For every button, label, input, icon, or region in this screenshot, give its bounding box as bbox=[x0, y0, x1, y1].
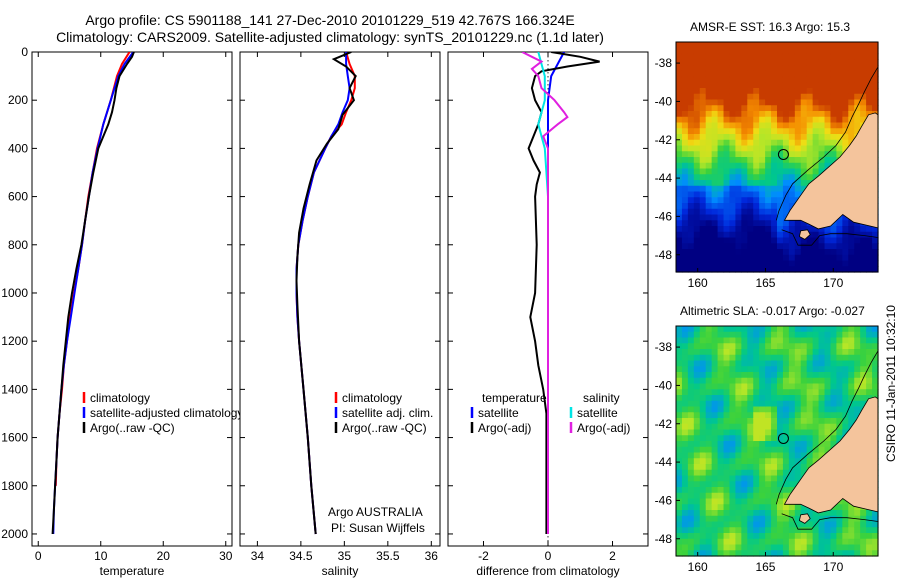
series-line-argo-adj- bbox=[521, 52, 569, 534]
map-frame bbox=[675, 325, 879, 557]
sla-field bbox=[676, 326, 879, 557]
y-tick-label: 1400 bbox=[1, 382, 28, 396]
x-tick-label: 35.5 bbox=[376, 549, 400, 563]
map-frame bbox=[675, 41, 879, 273]
lat-tick-label: -44 bbox=[655, 455, 673, 469]
x-tick-label: 0 bbox=[35, 549, 42, 563]
sla-map-title: Altimetric SLA: -0.017 Argo: -0.027 bbox=[680, 304, 865, 318]
x-tick-label: 10 bbox=[94, 549, 108, 563]
y-tick-label: 400 bbox=[8, 141, 28, 155]
lat-tick-label: -40 bbox=[655, 378, 673, 392]
lat-tick-label: -46 bbox=[655, 493, 673, 507]
series-line-argo-raw-qc- bbox=[51, 52, 135, 535]
new-zealand-land bbox=[783, 112, 879, 230]
lon-tick-label: 170 bbox=[823, 560, 843, 574]
x-tick-label: -2 bbox=[478, 549, 489, 563]
x-tick-label: 34 bbox=[251, 549, 265, 563]
plot-frame bbox=[31, 51, 233, 547]
legend-heading: salinity bbox=[583, 391, 620, 405]
depth-contour bbox=[781, 229, 879, 246]
sst-map: -38 -40 -42 -44 -46 -48 160 165 170 bbox=[655, 41, 879, 290]
legend-label: Argo(..raw -QC) bbox=[90, 421, 175, 435]
legend-label: Argo(..raw -QC) bbox=[342, 421, 427, 435]
y-tick-label: 1600 bbox=[1, 431, 28, 445]
legend-heading: temperature bbox=[482, 391, 547, 405]
depth-contour bbox=[775, 66, 879, 221]
lon-tick-label: 165 bbox=[755, 276, 775, 290]
lat-tick-label: -48 bbox=[655, 532, 673, 546]
y-tick-label: 200 bbox=[8, 93, 28, 107]
x-tick-label: 2 bbox=[609, 549, 616, 563]
sst-map-title: AMSR-E SST: 16.3 Argo: 15.3 bbox=[690, 20, 851, 34]
lon-tick-label: 160 bbox=[688, 560, 708, 574]
x-tick-label: 30 bbox=[219, 549, 233, 563]
x-tick-label: 34.5 bbox=[289, 549, 313, 563]
y-tick-label: 0 bbox=[21, 45, 28, 59]
institution-label: Argo AUSTRALIA bbox=[328, 505, 423, 519]
plot-frame bbox=[239, 51, 441, 547]
legend-label: satellite bbox=[478, 406, 519, 420]
series-line-argo-adj- bbox=[527, 52, 600, 534]
legend-label: Argo(-adj) bbox=[478, 421, 531, 435]
depth-contour bbox=[775, 350, 879, 505]
lat-tick-label: -44 bbox=[655, 171, 673, 185]
pi-label: PI: Susan Wijffels bbox=[331, 521, 425, 535]
lat-tick-label: -42 bbox=[655, 417, 673, 431]
y-tick-label: 1200 bbox=[1, 334, 28, 348]
y-tick-label: 800 bbox=[8, 238, 28, 252]
profile-panel-1: 0 10 20 30 0 200 400 600 800 1000 1200 1400 1600 1800… bbox=[1, 45, 243, 578]
csiro-timestamp: CSIRO 11-Jan-2011 10:32:10 bbox=[884, 305, 898, 462]
new-zealand-land bbox=[783, 396, 879, 514]
legend-label: Argo(-adj) bbox=[577, 421, 630, 435]
legend-label: climatology bbox=[342, 391, 402, 405]
lon-tick-label: 170 bbox=[823, 276, 843, 290]
series-line-argo-raw-qc- bbox=[295, 52, 357, 535]
x-tick-label: 20 bbox=[157, 549, 171, 563]
x-tick-label: 0 bbox=[545, 549, 552, 563]
sst-field bbox=[676, 42, 879, 273]
legend-label: satellite-adjusted climatology bbox=[90, 406, 243, 420]
lat-tick-label: -42 bbox=[655, 133, 673, 147]
profile-panel-2: 34 34.5 35 35.5 36 salinity climatologysatelli… bbox=[239, 51, 441, 578]
x-axis-label: temperature bbox=[100, 564, 165, 578]
x-axis-label: salinity bbox=[322, 564, 359, 578]
x-axis-label: difference from climatology bbox=[476, 564, 619, 578]
stewart-island-land bbox=[798, 229, 811, 240]
sla-map: -38 -40 -42 -44 -46 -48 160 165 170 bbox=[655, 325, 879, 574]
legend-label: satellite bbox=[577, 406, 618, 420]
y-tick-label: 1800 bbox=[1, 479, 28, 493]
lat-tick-label: -38 bbox=[655, 56, 673, 70]
legend-label: satellite adj. clim. bbox=[342, 406, 433, 420]
lon-tick-label: 165 bbox=[755, 560, 775, 574]
argo-float-marker bbox=[777, 432, 789, 444]
legend-label: climatology bbox=[90, 391, 150, 405]
x-tick-label: 35 bbox=[338, 549, 352, 563]
y-tick-label: 2000 bbox=[1, 527, 28, 541]
lat-tick-label: -38 bbox=[655, 340, 673, 354]
lat-tick-label: -46 bbox=[655, 209, 673, 223]
x-tick-label: 36 bbox=[425, 549, 439, 563]
lat-tick-label: -40 bbox=[655, 94, 673, 108]
lon-tick-label: 160 bbox=[688, 276, 708, 290]
depth-contour bbox=[781, 513, 879, 530]
argo-float-marker bbox=[777, 148, 789, 160]
lat-tick-label: -48 bbox=[655, 248, 673, 262]
figure-title-line-1: Argo profile: CS 5901188_141 27-Dec-2010… bbox=[85, 12, 575, 28]
stewart-island-land bbox=[798, 513, 811, 524]
y-tick-label: 600 bbox=[8, 190, 28, 204]
figure-title-line-2: Climatology: CARS2009. Satellite-adjuste… bbox=[56, 29, 604, 45]
y-tick-label: 1000 bbox=[1, 286, 28, 300]
